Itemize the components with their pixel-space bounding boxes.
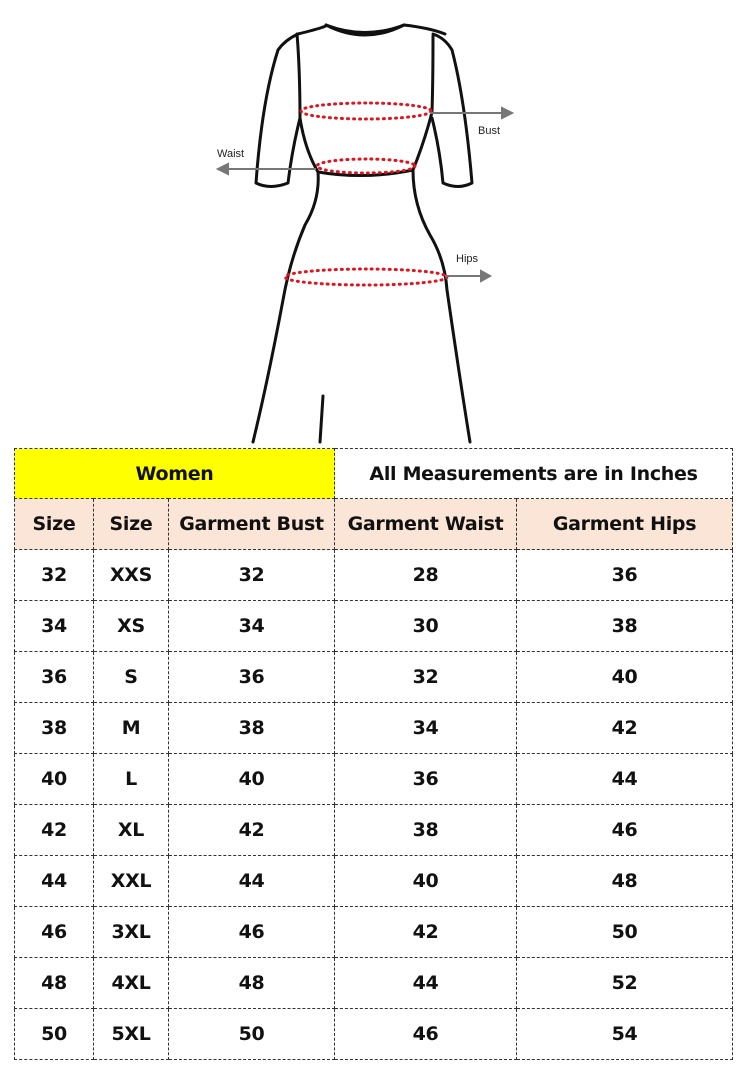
table-cell: 42 <box>516 702 734 754</box>
bust-arrow-head-icon <box>501 106 515 120</box>
table-cell: 3XL <box>93 906 169 958</box>
table-cell: 36 <box>14 651 94 703</box>
measurement-arrows <box>215 106 515 283</box>
table-cell: 30 <box>334 600 518 652</box>
table-row: 46 3XL 46 42 50 <box>14 906 734 958</box>
table-cell: 44 <box>167 855 336 907</box>
table-cell: L <box>93 753 169 805</box>
table-row: 44 XXL 44 40 48 <box>14 855 734 907</box>
table-cell: 38 <box>167 702 336 754</box>
table-cell: 34 <box>167 600 336 652</box>
table-cell: 42 <box>14 804 94 856</box>
column-header-row: Size Size Garment Bust Garment Waist Gar… <box>14 498 734 550</box>
table-row: 34 XS 34 30 38 <box>14 600 734 652</box>
column-header: Garment Waist <box>334 498 518 550</box>
table-cell: 34 <box>334 702 518 754</box>
table-cell: 46 <box>334 1008 518 1060</box>
hips-arrow-head-icon <box>480 269 493 283</box>
table-cell: 46 <box>167 906 336 958</box>
table-cell: 52 <box>516 957 734 1009</box>
table-cell: 32 <box>167 549 336 601</box>
measurement-loops <box>283 101 449 287</box>
table-cell: 40 <box>14 753 94 805</box>
table-cell: 48 <box>516 855 734 907</box>
table-cell: 38 <box>14 702 94 754</box>
table-cell: 46 <box>14 906 94 958</box>
waist-label: Waist <box>217 148 244 160</box>
table-cell: 28 <box>334 549 518 601</box>
table-row: 40 L 40 36 44 <box>14 753 734 805</box>
table-cell: 32 <box>334 651 518 703</box>
table-cell: 44 <box>14 855 94 907</box>
table-cell: 36 <box>334 753 518 805</box>
table-cell: XXL <box>93 855 169 907</box>
table-row: 42 XL 42 38 46 <box>14 804 734 856</box>
table-cell: 36 <box>167 651 336 703</box>
table-cell: 48 <box>14 957 94 1009</box>
table-cell: 50 <box>516 906 734 958</box>
table-cell: 54 <box>516 1008 734 1060</box>
table-row: 50 5XL 50 46 54 <box>14 1008 734 1060</box>
table-cell: 40 <box>516 651 734 703</box>
waist-loop <box>315 157 417 175</box>
column-header: Size <box>93 498 169 550</box>
dress-outline <box>251 23 474 444</box>
dress-measurement-diagram: Bust Waist Hips <box>215 23 515 444</box>
table-cell: XL <box>93 804 169 856</box>
table-row: 38 M 38 34 42 <box>14 702 734 754</box>
units-note: All Measurements are in Inches <box>334 448 734 499</box>
table-cell: 4XL <box>93 957 169 1009</box>
table-title-row: Women All Measurements are in Inches <box>13 448 734 499</box>
table-cell: 46 <box>516 804 734 856</box>
table-row: 36 S 36 32 40 <box>14 651 734 703</box>
table-cell: XS <box>93 600 169 652</box>
table-cell: 34 <box>14 600 94 652</box>
hips-label: Hips <box>456 253 479 265</box>
table-cell: 40 <box>167 753 336 805</box>
bust-loop <box>299 101 433 121</box>
table-cell: XXS <box>93 549 169 601</box>
table-cell: S <box>93 651 169 703</box>
column-header: Garment Bust <box>167 498 336 550</box>
size-chart-table: Women All Measurements are in Inches Siz… <box>13 448 734 1060</box>
table-cell: 36 <box>516 549 734 601</box>
table-cell: 44 <box>334 957 518 1009</box>
table-cell: 42 <box>334 906 518 958</box>
table-cell: 40 <box>334 855 518 907</box>
table-row: 48 4XL 48 44 52 <box>14 957 734 1009</box>
table-cell: 38 <box>334 804 518 856</box>
waist-arrow-head-icon <box>215 162 229 176</box>
table-cell: 32 <box>14 549 94 601</box>
group-label: Women <box>13 448 336 499</box>
table-cell: 44 <box>516 753 734 805</box>
bust-label: Bust <box>478 125 500 137</box>
table-row: 32 XXS 32 28 36 <box>14 549 734 601</box>
table-cell: 5XL <box>93 1008 169 1060</box>
table-cell: 50 <box>167 1008 336 1060</box>
table-cell: 48 <box>167 957 336 1009</box>
column-header: Garment Hips <box>516 498 734 550</box>
table-cell: M <box>93 702 169 754</box>
column-header: Size <box>14 498 94 550</box>
hips-loop <box>283 267 449 287</box>
table-cell: 42 <box>167 804 336 856</box>
table-cell: 38 <box>516 600 734 652</box>
table-cell: 50 <box>14 1008 94 1060</box>
